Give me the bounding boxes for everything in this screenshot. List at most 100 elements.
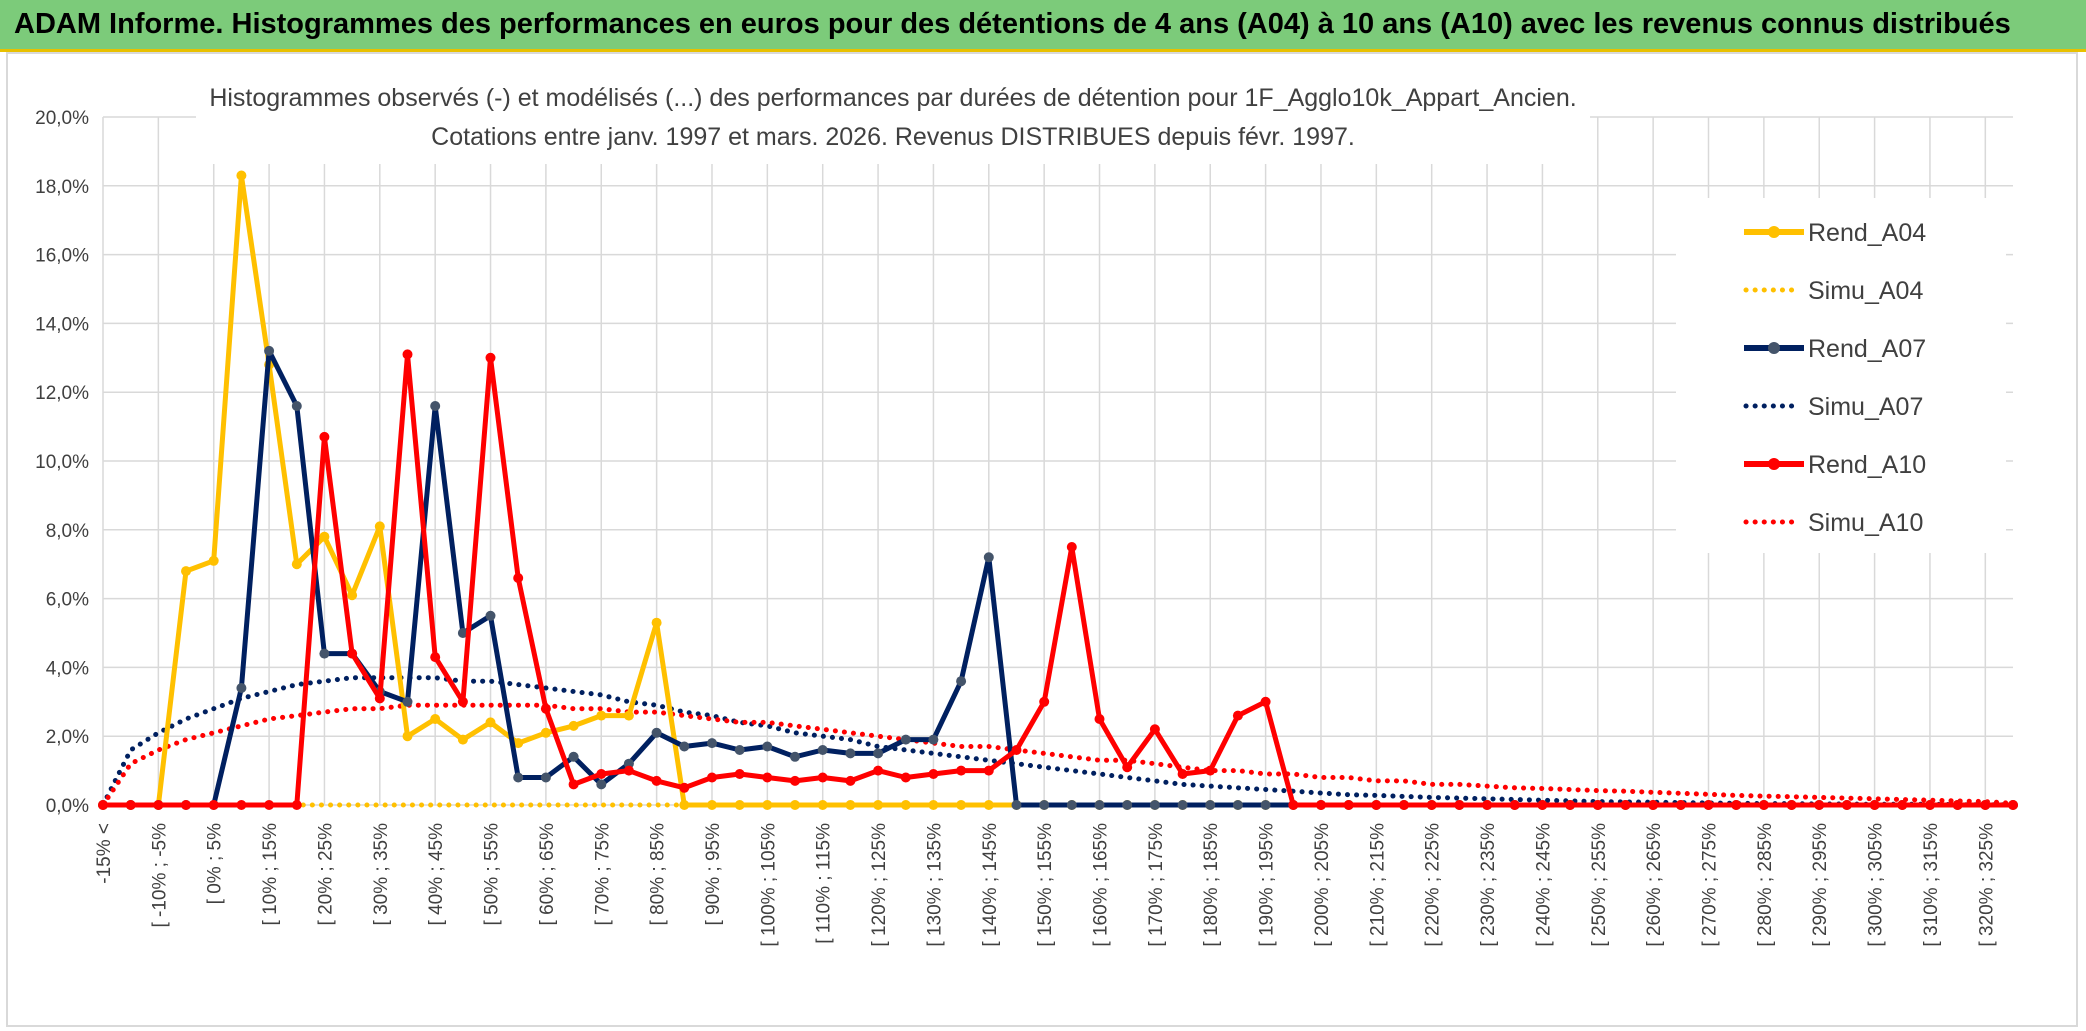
data-point xyxy=(540,727,551,738)
y-tick-label: 2,0% xyxy=(46,727,89,748)
data-point xyxy=(1149,800,1160,810)
data-point xyxy=(873,748,884,759)
series-lines xyxy=(98,170,2018,810)
data-point xyxy=(208,800,219,810)
data-point xyxy=(1371,800,1382,810)
data-point xyxy=(1011,745,1022,755)
data-point xyxy=(1731,800,1742,810)
data-point xyxy=(1011,800,1022,810)
data-point xyxy=(734,800,745,810)
data-point xyxy=(430,401,441,411)
x-tick-label: [ 40% ; 45% xyxy=(426,823,447,926)
data-point xyxy=(402,349,413,360)
y-tick-label: 8,0% xyxy=(46,521,89,542)
legend-background xyxy=(1676,198,2006,553)
title-background xyxy=(196,76,1590,164)
data-point xyxy=(402,731,413,742)
data-point xyxy=(679,800,690,810)
chart-title-line2: Cotations entre janv. 1997 et mars. 2026… xyxy=(431,123,1355,151)
x-tick-label: [ 320% ; 325% xyxy=(1976,823,1997,947)
data-point xyxy=(1648,800,1659,810)
chart-title-line1: Histogrammes observés (-) et modélisés (… xyxy=(209,84,1576,112)
data-point xyxy=(181,800,191,810)
x-tick-label: [ 30% ; 35% xyxy=(371,823,392,926)
data-point xyxy=(1537,800,1548,810)
x-tick-label: [ 170% ; 175% xyxy=(1146,823,1167,947)
data-point xyxy=(1205,800,1216,810)
data-point xyxy=(928,769,939,779)
x-tick-label: [ 80% ; 85% xyxy=(648,823,669,926)
data-point xyxy=(1066,800,1077,810)
data-point xyxy=(790,800,800,810)
data-point xyxy=(651,775,662,786)
data-point xyxy=(1869,800,1880,810)
data-point xyxy=(623,765,634,776)
data-point xyxy=(1094,800,1105,810)
x-tick-label: [ 180% ; 185% xyxy=(1201,823,1222,947)
data-point xyxy=(264,345,275,356)
data-point xyxy=(540,703,551,714)
x-tick-label: [ 100% ; 105% xyxy=(758,823,779,947)
data-point xyxy=(1814,800,1825,810)
data-point xyxy=(568,779,579,790)
data-point xyxy=(1509,800,1520,810)
data-point xyxy=(1232,710,1243,721)
x-tick-label: [ 200% ; 205% xyxy=(1312,823,1333,947)
data-point xyxy=(540,772,551,783)
data-point xyxy=(457,628,468,638)
data-point xyxy=(457,696,468,707)
x-tick-label: [ 230% ; 235% xyxy=(1478,823,1499,947)
legend-label: Rend_A04 xyxy=(1808,219,1926,247)
data-point xyxy=(707,800,717,810)
y-tick-label: 20,0% xyxy=(35,108,89,129)
data-point xyxy=(679,782,690,793)
data-point xyxy=(125,800,136,810)
legend-item-Simu_A04: Simu_A04 xyxy=(1743,277,1923,305)
data-point xyxy=(1149,724,1160,735)
data-point xyxy=(1177,800,1188,810)
data-point xyxy=(208,555,219,566)
data-point xyxy=(1066,542,1077,552)
data-point xyxy=(873,765,884,776)
x-tick-label: [ 300% ; 305% xyxy=(1866,823,1887,947)
data-point xyxy=(707,738,717,749)
data-point xyxy=(1565,800,1576,810)
data-point xyxy=(983,800,994,810)
legend-label: Simu_A07 xyxy=(1808,393,1923,421)
data-point xyxy=(236,170,247,181)
x-axis-ticks: -15% < [ -10% ; -5% [ 0% ; 5% [ 10% ; 15% [ … xyxy=(94,823,1997,947)
data-point xyxy=(596,710,607,721)
y-tick-label: 6,0% xyxy=(46,590,89,611)
x-tick-label: [ 20% ; 25% xyxy=(315,823,336,926)
x-tick-label: [ 0% ; 5% xyxy=(205,823,226,904)
chart-title: Histogrammes observés (-) et modélisés (… xyxy=(196,76,1590,164)
data-point xyxy=(1675,800,1686,810)
data-point xyxy=(236,683,247,693)
page-title: ADAM Informe. Histogrammes des performan… xyxy=(14,8,2011,40)
data-point xyxy=(568,720,579,731)
data-point xyxy=(1039,800,1050,810)
x-tick-label: -15% < xyxy=(94,823,115,884)
data-point xyxy=(1094,714,1105,724)
x-tick-label: [ 140% ; 145% xyxy=(980,823,1001,947)
legend-label: Rend_A07 xyxy=(1808,335,1926,363)
data-point xyxy=(1454,800,1465,810)
data-point xyxy=(1426,800,1437,810)
data-point xyxy=(762,800,773,810)
data-point xyxy=(236,800,247,810)
data-point xyxy=(1399,800,1409,810)
data-point xyxy=(153,800,164,810)
data-point xyxy=(1122,762,1133,773)
data-point xyxy=(1122,800,1133,810)
data-point xyxy=(817,772,828,783)
x-tick-label: [ 50% ; 55% xyxy=(482,823,503,926)
x-tick-label: [ 270% ; 275% xyxy=(1700,823,1721,947)
data-point xyxy=(1592,800,1603,810)
data-point xyxy=(513,573,524,583)
data-point xyxy=(679,741,690,752)
data-point xyxy=(983,552,994,563)
data-point xyxy=(1703,800,1714,810)
data-point xyxy=(402,696,413,707)
data-point xyxy=(845,748,856,759)
legend-item-Simu_A10: Simu_A10 xyxy=(1743,509,1923,537)
